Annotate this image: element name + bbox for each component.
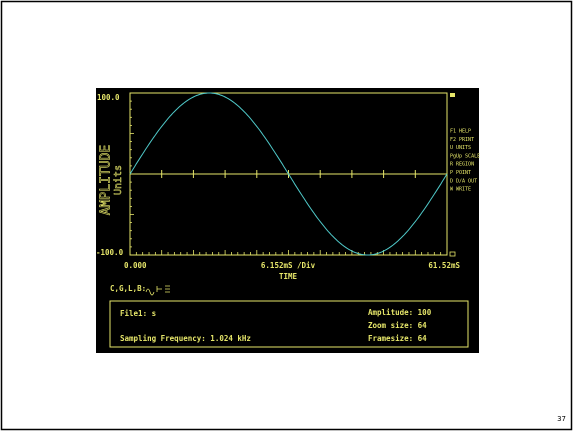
info-zoom: Zoom size: 64 [368, 321, 427, 330]
screen [96, 88, 479, 353]
cursor-icons [145, 285, 170, 296]
x-end-label: 61.52mS [428, 261, 460, 270]
page-number: 37 [557, 415, 566, 423]
info-sampling: Sampling Frequency: 1.024 kHz [120, 334, 251, 343]
info-amplitude: Amplitude: 100 [368, 308, 432, 317]
cursor-marker [449, 251, 456, 257]
x-division-label: 6.152mS /Div [261, 261, 316, 270]
cursor-keys: C,G,L,B: [110, 284, 146, 293]
menu: F1 HELP F2 PRINT U UNITS PgUp SCALE R REGION… [450, 129, 480, 193]
menu-item: F2 PRINT [450, 137, 474, 143]
y-axis-label: AMPLITUDE [99, 145, 114, 215]
waveform [129, 92, 448, 256]
cursor-marker [450, 93, 455, 97]
menu-item: F1 HELP [450, 129, 471, 135]
menu-item: U UNITS [450, 145, 471, 151]
icon-marker [156, 286, 162, 292]
y-axis-unit: Units [113, 165, 124, 195]
x-axis-label: TIME [279, 272, 298, 281]
x-start-label: 0.000 [124, 261, 147, 270]
menu-item: PgUp SCALE [450, 153, 480, 159]
icon-grid [165, 285, 170, 293]
info-box [109, 300, 469, 348]
icon-wave [145, 288, 155, 296]
y-top-label: 100.0 [97, 93, 120, 102]
menu-item: P POINT [450, 170, 471, 176]
info-framesize: Framesize: 64 [368, 334, 427, 343]
menu-item: R REGION [450, 162, 474, 168]
ticks [129, 92, 448, 256]
info-file: File1: s [120, 309, 156, 318]
menu-item: W WRITE [450, 187, 471, 193]
menu-item: D D/A OUT [450, 178, 477, 184]
y-bottom-label: -100.0 [96, 248, 124, 257]
